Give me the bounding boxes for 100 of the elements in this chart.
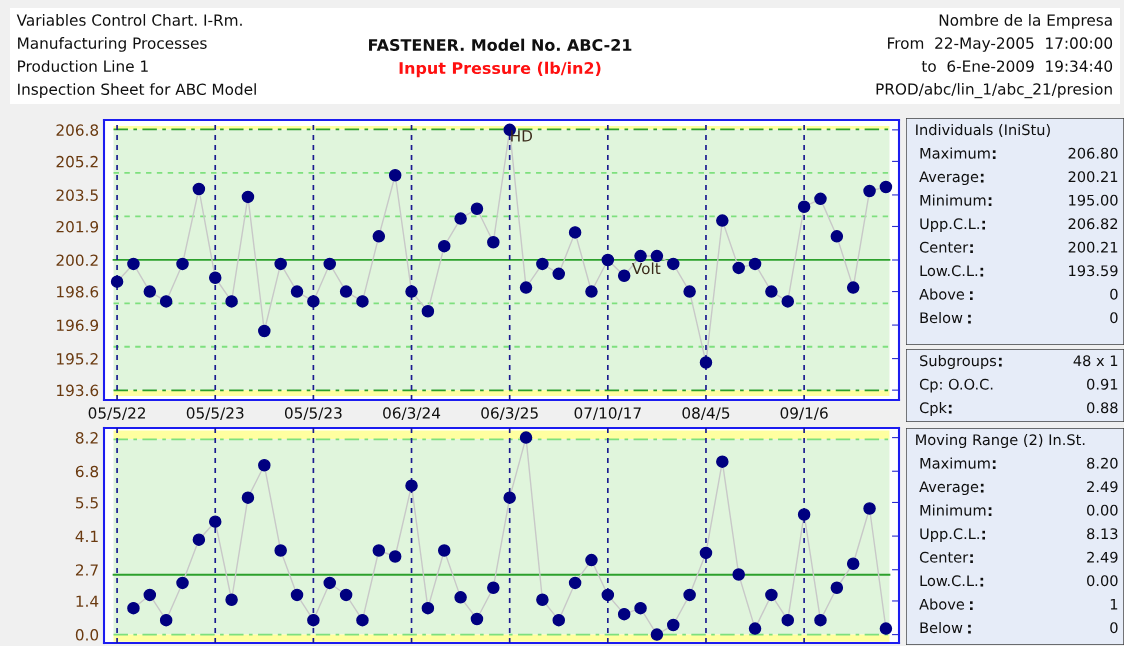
point (274, 544, 287, 557)
point (650, 628, 664, 641)
point (634, 249, 647, 263)
category-label: Above (919, 288, 965, 300)
point (356, 295, 369, 308)
point (536, 593, 549, 607)
category-label: Upp.C.L. (920, 528, 979, 543)
y-tick-label: 8.2 (75, 432, 98, 444)
point (503, 491, 516, 504)
text: Inspection Sheet for ABC Model (18, 83, 256, 98)
text: 195.00 (1069, 194, 1118, 206)
point (748, 257, 762, 271)
point (437, 544, 451, 557)
point (421, 305, 435, 318)
point (601, 588, 615, 602)
annotation: Volt (632, 262, 661, 275)
text: FASTENER. Model No. ABC-21 (369, 38, 632, 52)
point (863, 502, 876, 515)
y-tick-label: 195.2 (57, 353, 98, 365)
point (814, 192, 827, 206)
y-tick-label: 203.5 (56, 189, 98, 201)
point (127, 601, 140, 615)
point (110, 275, 124, 288)
point (258, 324, 271, 338)
point (241, 491, 255, 504)
point (552, 613, 566, 627)
point (372, 544, 386, 557)
point (814, 613, 827, 627)
point (356, 613, 369, 627)
point (699, 546, 713, 560)
point (159, 613, 173, 627)
point (487, 236, 500, 249)
point (699, 356, 713, 369)
point (323, 576, 336, 590)
text: 0.91 (1087, 378, 1118, 390)
point (405, 285, 418, 298)
point (585, 285, 598, 298)
text: 193.59 (1069, 265, 1118, 277)
y-tick-label: 201.9 (56, 220, 99, 233)
point (568, 226, 582, 239)
point (552, 267, 566, 281)
text: Moving Range (2) In.St. (916, 433, 1085, 449)
point (274, 257, 287, 271)
text: Individuals (IniStu) (916, 123, 1050, 137)
point (617, 607, 631, 621)
text: 200.21 (1068, 241, 1118, 253)
point (454, 212, 467, 225)
point (634, 601, 647, 615)
point (192, 533, 206, 546)
y-tick-label: 205.2 (56, 155, 98, 168)
point (159, 295, 173, 308)
text: Manufacturing Processes (18, 37, 207, 52)
category-label: Cp: O.O.C. (919, 378, 993, 393)
point (405, 479, 418, 492)
text: Variables Control Chart. I-Rm. (16, 14, 242, 26)
point (143, 588, 157, 602)
point (716, 455, 729, 468)
category-label: Center (919, 551, 969, 563)
text: 2.49 (1087, 481, 1118, 493)
x-tick-label: 09/1/6 (780, 407, 828, 420)
category-label: Center (919, 241, 969, 253)
text: From 22-May-2005 17:00:00 (888, 37, 1113, 52)
x-tick-label: 05/5/23 (186, 407, 244, 420)
point (536, 257, 549, 271)
text: Nombre de la Empresa (939, 14, 1112, 29)
point (830, 581, 844, 594)
point (225, 295, 238, 308)
text: 0 (1110, 622, 1118, 634)
point (765, 285, 778, 298)
point (487, 581, 500, 594)
text: 8.13 (1087, 528, 1118, 540)
x-tick-label: 05/5/23 (284, 407, 342, 420)
text: 0 (1110, 312, 1118, 324)
point (519, 281, 533, 294)
text: 1 (1110, 598, 1118, 610)
text: to 6-Ene-2009 19:34:40 (921, 60, 1113, 72)
y-tick-label: 5.5 (76, 497, 98, 509)
y-tick-label: 1.4 (76, 595, 99, 607)
point (388, 550, 402, 563)
point (127, 257, 140, 271)
point (683, 588, 696, 602)
point (421, 601, 435, 615)
point (765, 588, 778, 602)
category-label: Minimum (920, 504, 986, 516)
point (748, 622, 762, 635)
x-tick-label: 05/5/22 (88, 407, 145, 420)
y-tick-label: 193.6 (57, 384, 99, 397)
point (176, 257, 189, 271)
point (667, 257, 680, 271)
y-tick-label: 6.8 (75, 465, 99, 478)
text: 0 (1110, 288, 1118, 300)
category-label: Average (919, 171, 979, 186)
point (797, 200, 811, 214)
point (879, 180, 893, 194)
point (601, 253, 615, 267)
point (307, 613, 320, 627)
text: Input Pressure (lb/in2) (399, 61, 601, 78)
text: 48 x 1 (1073, 355, 1118, 367)
text: 206.82 (1068, 218, 1118, 230)
x-tick-label: 06/3/24 (383, 407, 441, 420)
